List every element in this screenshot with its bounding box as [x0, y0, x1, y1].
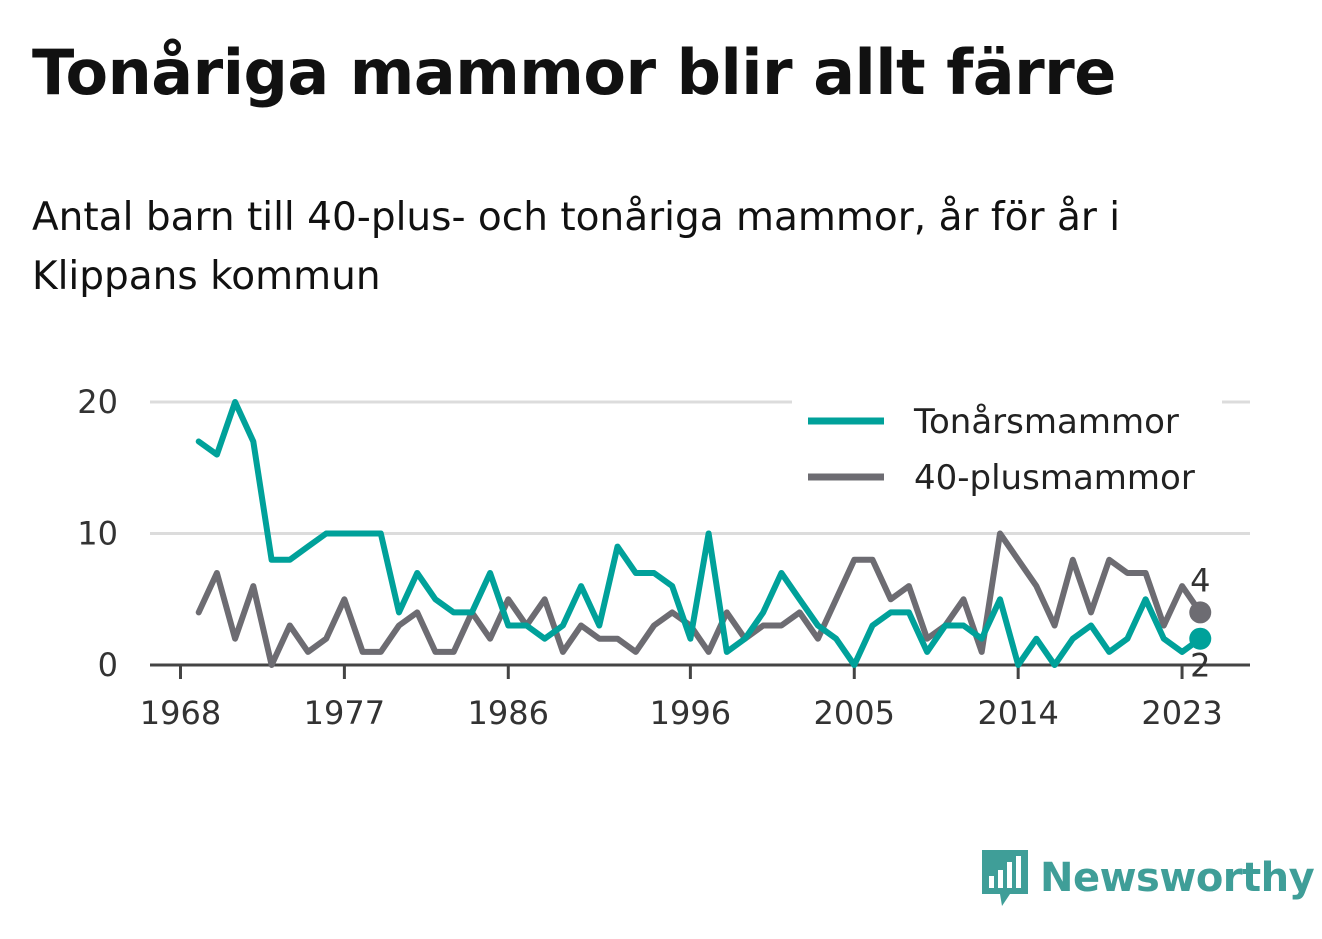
- end-point: [1189, 627, 1212, 650]
- y-tick-label: 20: [77, 383, 118, 421]
- x-tick-label: 1977: [304, 694, 385, 732]
- legend-label: 40-plusmammor: [914, 458, 1195, 498]
- x-axis-ticks: 1968 1977 1986 1996 2005 2014 2023: [140, 663, 1250, 732]
- x-tick-label: 2014: [977, 694, 1058, 732]
- x-tick-label: 1986: [468, 694, 549, 732]
- chart-subtitle: Antal barn till 40-plus- och tonåriga ma…: [32, 195, 1121, 299]
- series-lines: [195, 399, 1204, 668]
- legend-label: Tonårsmammor: [913, 402, 1179, 442]
- legend: Tonårsmammor 40-plusmammor: [792, 398, 1222, 516]
- brand-name: Newsworthy: [1040, 855, 1315, 901]
- x-tick-label: 2005: [814, 694, 895, 732]
- y-tick-label: 10: [77, 515, 118, 553]
- end-value-label: 2: [1190, 647, 1210, 685]
- y-tick-label: 0: [98, 646, 118, 684]
- x-tick-label: 1996: [650, 694, 731, 732]
- series-line-Tonårsmammor: [195, 399, 1204, 668]
- end-points: 24: [1189, 561, 1212, 685]
- x-tick-label: 1968: [140, 694, 221, 732]
- series-line-40-plusmammor: [195, 530, 1204, 668]
- end-point: [1189, 601, 1212, 624]
- end-value-label: 4: [1190, 561, 1210, 599]
- newsworthy-logo-icon: [982, 850, 1028, 906]
- y-axis-ticks: 0 10 20: [77, 383, 118, 684]
- brand-logo[interactable]: Newsworthy: [980, 848, 1315, 908]
- chart-title: Tonåriga mammor blir allt färre: [32, 36, 1116, 109]
- x-tick-label: 2023: [1141, 694, 1222, 732]
